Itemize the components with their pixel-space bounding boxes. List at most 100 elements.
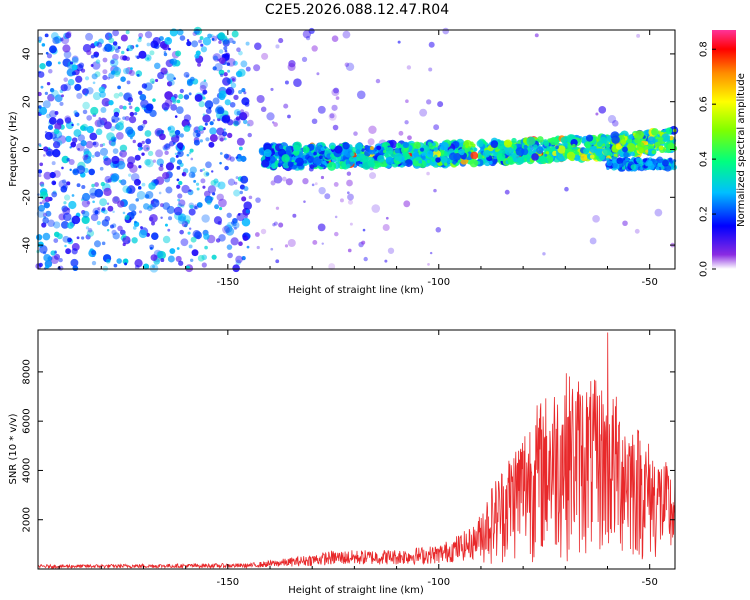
signal-blob [533, 149, 537, 153]
noise-blob [45, 210, 52, 217]
signal-blob [497, 152, 506, 162]
colorbar-label: Normalized spectral amplitude [736, 73, 747, 227]
noise-blob [141, 140, 145, 145]
noise-blob [142, 119, 148, 125]
noise-blob [76, 236, 80, 240]
noise-blob [331, 88, 340, 97]
noise-blob [212, 66, 217, 71]
signal-blob [531, 153, 539, 161]
signal-blob [573, 154, 581, 162]
signal-blob [470, 141, 474, 146]
noise-blob [177, 193, 183, 199]
noise-blob [219, 73, 224, 77]
noise-blob [176, 99, 181, 104]
noise-blob [120, 179, 127, 186]
noise-blob [333, 87, 339, 94]
noise-blob [198, 39, 202, 44]
noise-blob [362, 228, 366, 232]
noise-blob [103, 187, 112, 197]
noise-blob [233, 189, 241, 197]
noise-blob [191, 249, 199, 257]
noise-blob [123, 258, 129, 263]
noise-blob [61, 166, 64, 170]
noise-blob [303, 200, 306, 203]
noise-blob [367, 138, 375, 146]
signal-blob [634, 137, 641, 144]
spectrogram-x-ticks: -150 -100 -50 [58, 30, 658, 288]
noise-blob [212, 119, 216, 122]
noise-blob [62, 212, 72, 222]
signal-blob [444, 162, 448, 166]
signal-blob [515, 147, 525, 156]
signal-blob [454, 149, 458, 154]
noise-blob [86, 49, 92, 56]
noise-blob [405, 99, 409, 103]
noise-blob [193, 179, 197, 183]
noise-blob [254, 42, 262, 50]
noise-blob [369, 172, 377, 180]
noise-blob [138, 50, 147, 59]
noise-blob [68, 159, 75, 165]
noise-blob [209, 121, 214, 126]
colorbar-ticks: 0.0 0.2 0.4 0.6 0.8 [699, 41, 716, 277]
noise-blob [634, 228, 640, 234]
spectrogram-y-ticks: -40 -20 0 20 40 [22, 48, 675, 253]
noise-blob [200, 43, 204, 47]
signal-blob [470, 151, 479, 160]
y-tick-label: -20 [22, 189, 33, 205]
noise-blob [170, 96, 175, 101]
noise-blob [99, 147, 109, 156]
noise-blob [162, 235, 171, 244]
noise-blob [108, 33, 112, 37]
noise-blob [387, 247, 395, 254]
noise-blob [205, 137, 210, 142]
noise-blob [223, 137, 227, 141]
signal-blob [293, 162, 297, 166]
noise-blob [239, 190, 244, 195]
noise-blob [227, 178, 236, 186]
noise-blob [231, 78, 235, 82]
noise-blob [141, 182, 146, 187]
noise-blob [607, 115, 617, 124]
noise-blob [190, 157, 194, 161]
noise-blob [233, 94, 239, 101]
noise-blob [192, 129, 202, 139]
noise-blob [82, 109, 88, 115]
signal-blob [303, 159, 308, 164]
noise-blob [119, 105, 124, 110]
noise-blob [51, 191, 58, 198]
noise-blob [311, 183, 315, 187]
noise-blob [51, 89, 59, 98]
noise-blob [176, 134, 180, 139]
signal-blob [605, 143, 611, 149]
noise-blob [176, 28, 184, 36]
noise-blob [39, 62, 46, 70]
noise-blob [65, 248, 72, 255]
noise-blob [130, 210, 137, 217]
noise-blob [132, 139, 136, 144]
noise-blob [175, 50, 182, 57]
noise-blob [375, 78, 381, 84]
noise-blob [92, 141, 99, 148]
signal-blob [651, 150, 656, 155]
signal-blob [321, 164, 325, 168]
signal-blob [655, 166, 660, 171]
noise-blob [203, 190, 211, 198]
noise-blob [384, 259, 388, 263]
noise-blob [125, 126, 134, 135]
noise-blob [87, 227, 93, 233]
signal-blob [342, 142, 350, 150]
noise-blob [234, 181, 238, 185]
noise-blob [287, 239, 296, 248]
noise-blob [199, 80, 208, 90]
noise-blob [419, 108, 428, 117]
noise-blob [311, 45, 318, 52]
noise-blob [167, 255, 175, 263]
noise-blob [398, 130, 404, 136]
noise-blob [222, 39, 230, 47]
noise-blob [46, 81, 51, 86]
signal-blob [546, 146, 551, 150]
noise-blob [204, 245, 208, 250]
x-tick-label: -100 [427, 577, 450, 588]
signal-blob [544, 153, 548, 157]
